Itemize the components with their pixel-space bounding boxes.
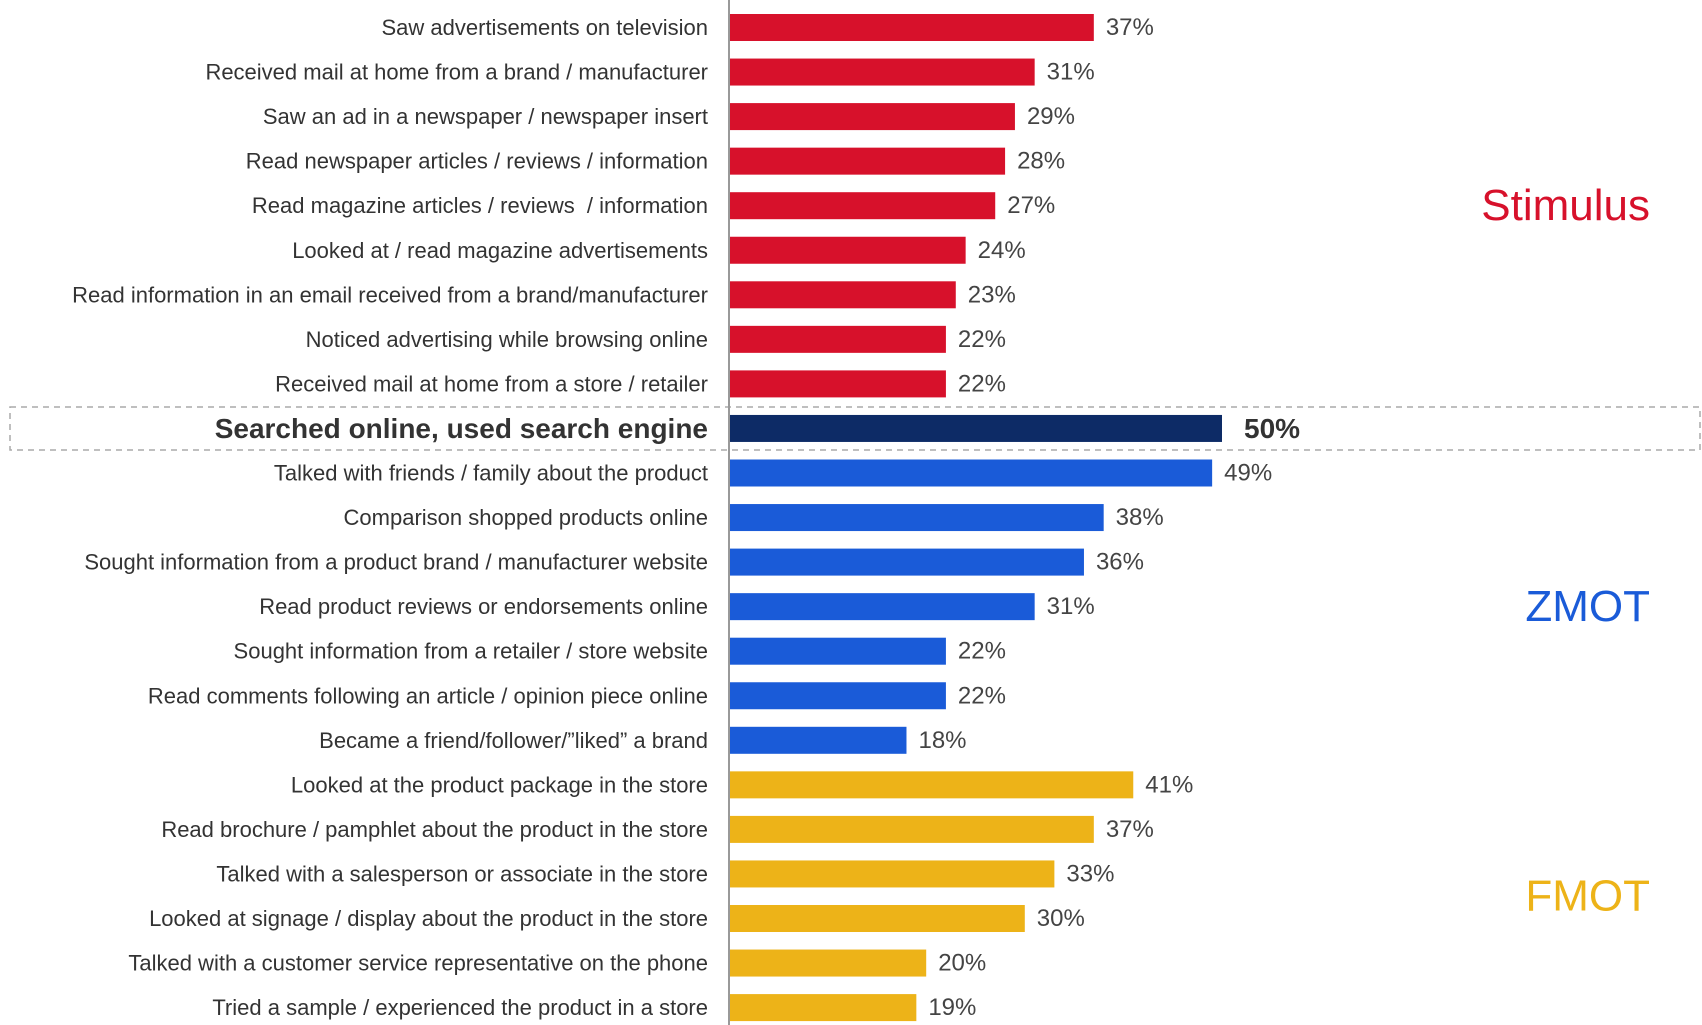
category-label: Saw an ad in a newspaper / newspaper ins… xyxy=(263,104,708,129)
bar-looked-at-read-magazine-advertisements xyxy=(729,236,966,264)
bar-became-a-friend-follower-liked-a-brand xyxy=(729,726,907,754)
bar-talked-with-a-customer-service-representative-on xyxy=(729,949,927,977)
value-label: 23% xyxy=(968,281,1016,308)
bar-comparison-shopped-products-online xyxy=(729,504,1104,532)
value-label: 49% xyxy=(1224,460,1272,487)
category-label: Read comments following an article / opi… xyxy=(148,683,708,708)
bar-read-brochure-pamphlet-about-the-product-in-the- xyxy=(729,815,1094,843)
group-label-fmot: FMOT xyxy=(1525,872,1650,921)
category-label: Comparison shopped products online xyxy=(344,505,708,530)
bar-received-mail-at-home-from-a-brand-manufacturer xyxy=(729,58,1035,86)
category-label: Looked at / read magazine advertisements xyxy=(292,238,708,263)
category-labels-layer: Saw advertisements on television Received… xyxy=(72,15,708,1020)
category-label: Talked with a salesperson or associate i… xyxy=(216,861,708,886)
bar-looked-at-the-product-package-in-the-store xyxy=(729,771,1134,799)
category-label: Searched online, used search engine xyxy=(215,413,708,444)
value-label: 36% xyxy=(1096,549,1144,576)
value-label: 22% xyxy=(958,682,1006,709)
bars-layer xyxy=(729,14,1222,1022)
bar-sought-information-from-a-retailer-store-website xyxy=(729,637,946,665)
value-label: 30% xyxy=(1037,905,1085,932)
group-label-stimulus: Stimulus xyxy=(1481,181,1650,230)
value-label: 37% xyxy=(1106,14,1154,41)
bar-read-comments-following-an-article-opinion-piece xyxy=(729,682,946,710)
group-labels-layer: Stimulus ZMOT FMOT xyxy=(1481,181,1650,921)
value-label: 20% xyxy=(938,950,986,977)
bar-read-product-reviews-or-endorsements-online xyxy=(729,593,1035,621)
value-label: 41% xyxy=(1145,771,1193,798)
category-label: Became a friend/follower/”liked” a brand xyxy=(319,728,708,753)
value-label: 22% xyxy=(958,638,1006,665)
bar-saw-an-ad-in-a-newspaper-newspaper-insert xyxy=(729,103,1015,131)
bar-saw-advertisements-on-television xyxy=(729,14,1094,41)
category-label: Looked at the product package in the sto… xyxy=(291,772,708,797)
value-label: 38% xyxy=(1116,504,1164,531)
bar-sought-information-from-a-product-brand-manufact xyxy=(729,548,1084,576)
highlight-box-layer xyxy=(9,406,1701,451)
value-label: 50% xyxy=(1244,413,1300,444)
value-label: 28% xyxy=(1017,148,1065,175)
bar-read-magazine-articles-reviews-information xyxy=(729,192,996,220)
bar-talked-with-friends-family-about-the-product xyxy=(729,459,1213,487)
value-label: 33% xyxy=(1066,860,1114,887)
category-label: Received mail at home from a brand / man… xyxy=(205,60,708,85)
bar-looked-at-signage-display-about-the-product-in-t xyxy=(729,905,1025,932)
bar-talked-with-a-salesperson-or-associate-in-the-st xyxy=(729,860,1055,888)
value-label: 22% xyxy=(958,326,1006,353)
value-label: 29% xyxy=(1027,103,1075,130)
category-label: Sought information from a retailer / sto… xyxy=(234,639,708,664)
category-label: Read information in an email received fr… xyxy=(72,282,708,307)
bar-received-mail-at-home-from-a-store-retailer xyxy=(729,370,946,398)
category-label: Read brochure / pamphlet about the produ… xyxy=(161,817,708,842)
category-label: Tried a sample / experienced the product… xyxy=(212,995,708,1020)
category-label: Sought information from a product brand … xyxy=(84,550,708,575)
value-labels-layer: 37%31%29%28%27%24%23%22%22%50%49%38%36%3… xyxy=(918,14,1300,1021)
category-label: Saw advertisements on television xyxy=(382,15,709,40)
bar-tried-a-sample-experienced-the-product-in-a-stor xyxy=(729,994,917,1022)
category-label: Talked with a customer service represent… xyxy=(128,951,708,976)
group-label-zmot: ZMOT xyxy=(1525,582,1650,631)
value-label: 31% xyxy=(1047,593,1095,620)
category-label: Looked at signage / display about the pr… xyxy=(149,906,708,931)
value-label: 37% xyxy=(1106,816,1154,843)
bar-read-newspaper-articles-reviews-information xyxy=(729,147,1006,175)
bar-searched-online-used-search-engine xyxy=(729,414,1222,442)
value-label: 24% xyxy=(978,237,1026,264)
category-label: Noticed advertising while browsing onlin… xyxy=(306,327,708,352)
value-label: 18% xyxy=(918,727,966,754)
category-label: Received mail at home from a store / ret… xyxy=(275,371,708,396)
category-label: Read magazine articles / reviews / infor… xyxy=(252,193,708,218)
value-label: 31% xyxy=(1047,59,1095,86)
bar-read-information-in-an-email-received-from-a-bra xyxy=(729,281,956,309)
value-label: 19% xyxy=(928,994,976,1021)
highlight-box xyxy=(9,406,1701,451)
category-label: Read product reviews or endorsements onl… xyxy=(259,594,708,619)
value-label: 27% xyxy=(1007,192,1055,219)
value-label: 22% xyxy=(958,370,1006,397)
category-label: Talked with friends / family about the p… xyxy=(274,461,708,486)
bar-noticed-advertising-while-browsing-online xyxy=(729,325,946,353)
category-label: Read newspaper articles / reviews / info… xyxy=(246,149,708,174)
